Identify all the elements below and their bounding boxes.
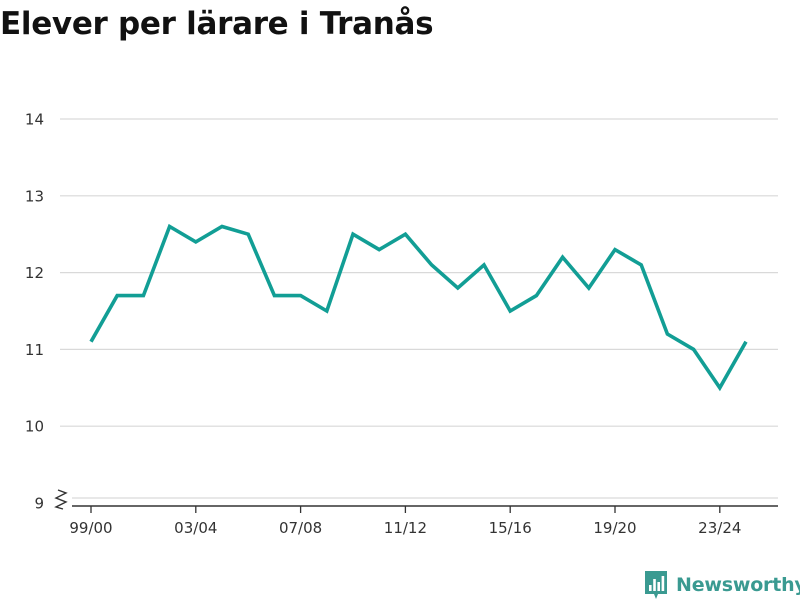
data-point: [585, 284, 593, 292]
axis-break-mask: [50, 487, 72, 509]
data-point: [663, 330, 671, 338]
series-layer: [87, 223, 750, 392]
data-point: [532, 292, 540, 300]
y-tick-label: 13: [25, 187, 44, 205]
data-point: [192, 238, 200, 246]
data-point: [480, 261, 488, 269]
axis-break-icon: [50, 487, 72, 510]
grid-lines: [60, 118, 778, 427]
brand-logo: Newsworthy: [644, 568, 800, 600]
data-point: [611, 246, 619, 254]
y-tick-label: 11: [25, 341, 44, 359]
series-line: [89, 223, 748, 392]
data-point: [559, 253, 567, 261]
x-tick-label: 07/08: [279, 519, 322, 537]
x-axis: [60, 497, 778, 513]
x-tick-label: 03/04: [174, 519, 217, 537]
y-tick-label: 12: [25, 264, 44, 282]
chart-title: Elever per lärare i Tranås: [0, 6, 434, 42]
data-point: [113, 292, 121, 300]
data-point: [87, 338, 95, 346]
x-tick-labels: 99/00 03/04 07/08 11/12 15/16 19/20 23/24: [69, 519, 741, 537]
data-point: [323, 307, 331, 315]
data-point: [742, 338, 750, 346]
y-tick-labels: 9 10 11 12 13 14: [25, 111, 44, 513]
data-point: [506, 307, 514, 315]
axis-break-zigzag: [54, 489, 68, 510]
y-tick-label: 10: [25, 418, 44, 436]
data-point: [454, 284, 462, 292]
data-point: [139, 292, 147, 300]
data-point: [428, 261, 436, 269]
data-point: [218, 223, 226, 231]
x-tick-label: 15/16: [489, 519, 532, 537]
x-tick-label: 99/00: [69, 519, 112, 537]
data-point: [244, 230, 252, 238]
x-tick-label: 11/12: [384, 519, 427, 537]
x-tick-label: 19/20: [593, 519, 636, 537]
brand-name: Newsworthy: [676, 574, 800, 596]
data-point: [690, 345, 698, 353]
data-point: [297, 292, 305, 300]
y-tick-label: 14: [25, 111, 44, 129]
data-point: [716, 384, 724, 392]
y-tick-label: 9: [34, 495, 44, 513]
data-point: [637, 261, 645, 269]
x-tick-label: 23/24: [698, 519, 741, 537]
data-point: [166, 223, 174, 231]
data-point: [270, 292, 278, 300]
newsworthy-logo-icon: [645, 571, 667, 599]
data-point: [401, 230, 409, 238]
data-point: [375, 246, 383, 254]
data-point: [349, 230, 357, 238]
